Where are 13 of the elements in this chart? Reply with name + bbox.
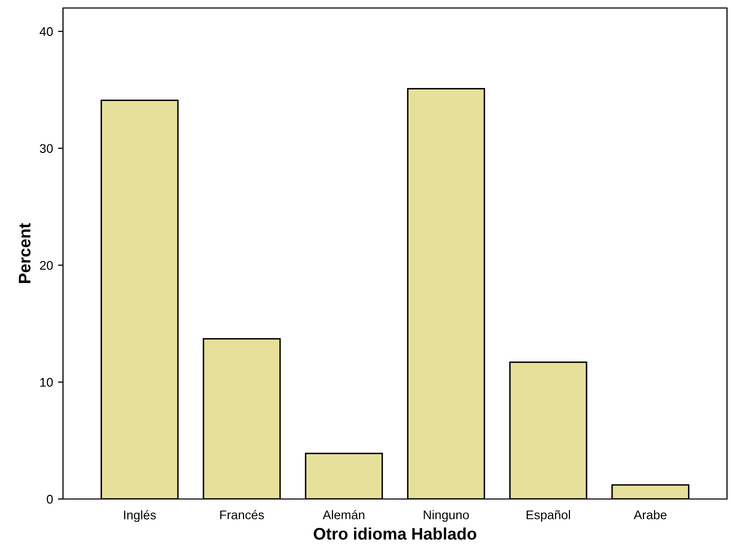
y-tick-label: 10 <box>40 378 53 387</box>
y-tick-label: 30 <box>40 144 53 153</box>
y-tick-label: 0 <box>46 494 53 504</box>
x-tick-label: Inglés <box>124 510 156 522</box>
x-axis-title: Otro idioma Hablado <box>314 527 476 540</box>
x-tick-label: Español <box>526 510 570 522</box>
y-tick-label: 40 <box>40 27 53 36</box>
x-tick-label: Francés <box>220 510 264 520</box>
x-tick-label: Arabe <box>634 510 667 520</box>
y-tick-label: 20 <box>40 260 53 270</box>
x-tick-label: Ninguno <box>424 510 469 522</box>
x-tick-label: Alemán <box>322 510 364 520</box>
y-axis-title: Percent <box>18 223 31 283</box>
